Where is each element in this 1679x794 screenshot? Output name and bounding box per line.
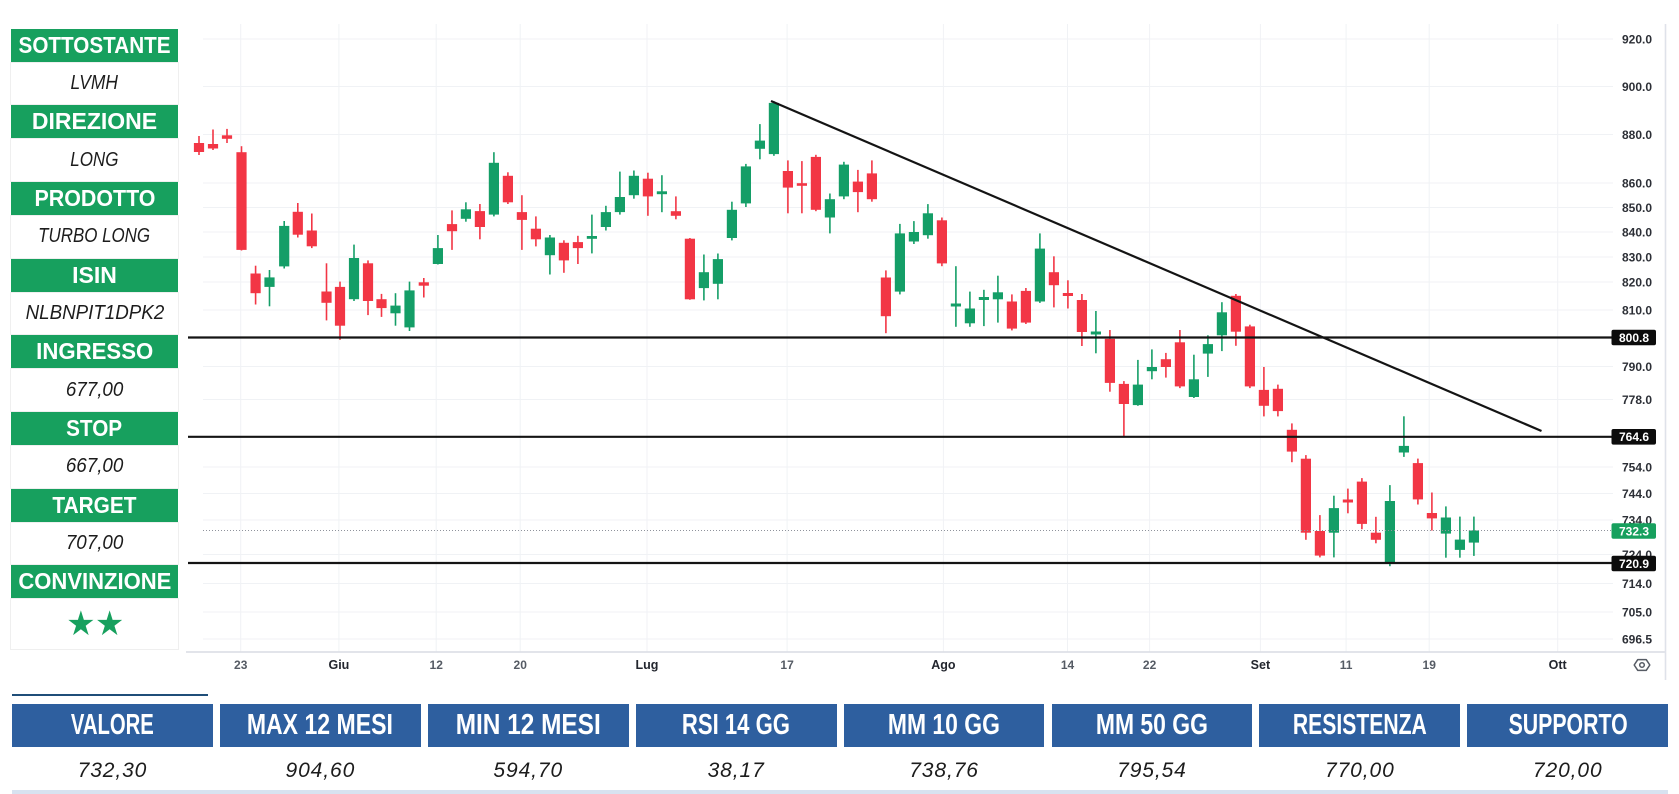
svg-text:11: 11 (1340, 658, 1353, 672)
svg-text:14: 14 (1061, 658, 1075, 672)
svg-text:Set: Set (1251, 658, 1271, 672)
svg-text:Lug: Lug (636, 658, 659, 672)
svg-text:23: 23 (234, 658, 248, 672)
svg-text:Ago: Ago (931, 658, 956, 672)
svg-text:Giu: Giu (328, 658, 349, 672)
svg-text:830.0: 830.0 (1622, 251, 1652, 265)
svg-text:20: 20 (514, 658, 528, 672)
svg-text:17: 17 (780, 658, 794, 672)
svg-text:744.0: 744.0 (1622, 487, 1652, 501)
svg-text:920.0: 920.0 (1622, 33, 1652, 47)
svg-text:880.0: 880.0 (1622, 128, 1652, 142)
svg-text:800.8: 800.8 (1619, 331, 1649, 345)
svg-text:850.0: 850.0 (1622, 201, 1652, 215)
svg-text:720.9: 720.9 (1619, 557, 1649, 571)
svg-text:860.0: 860.0 (1622, 177, 1652, 191)
svg-text:22: 22 (1143, 658, 1157, 672)
svg-text:12: 12 (430, 658, 444, 672)
svg-text:732.3: 732.3 (1619, 524, 1649, 538)
svg-text:900.0: 900.0 (1622, 80, 1652, 94)
svg-text:19: 19 (1423, 658, 1437, 672)
svg-text:790.0: 790.0 (1622, 360, 1652, 374)
svg-text:810.0: 810.0 (1622, 304, 1652, 318)
svg-text:696.5: 696.5 (1622, 633, 1652, 647)
svg-text:754.0: 754.0 (1622, 461, 1652, 475)
svg-text:764.6: 764.6 (1619, 430, 1649, 444)
svg-text:840.0: 840.0 (1622, 226, 1652, 240)
svg-text:714.0: 714.0 (1622, 577, 1652, 591)
svg-text:820.0: 820.0 (1622, 276, 1652, 290)
svg-text:Ott: Ott (1549, 658, 1568, 672)
svg-text:778.0: 778.0 (1622, 393, 1652, 407)
svg-text:705.0: 705.0 (1622, 606, 1652, 620)
